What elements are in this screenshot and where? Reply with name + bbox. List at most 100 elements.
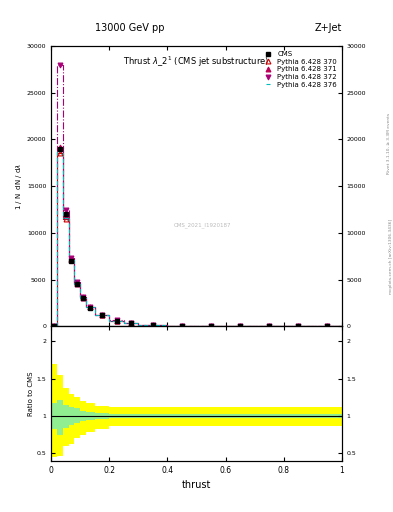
Pythia 6.428 376 — [51, 323, 56, 329]
CMS — [81, 295, 85, 302]
Pythia 6.428 372 — [57, 61, 62, 68]
Pythia 6.428 372 — [100, 311, 105, 317]
Pythia 6.428 370 — [151, 322, 155, 328]
Pythia 6.428 371 — [114, 317, 119, 324]
CMS — [209, 323, 213, 329]
CMS — [325, 323, 330, 329]
CMS — [57, 146, 62, 152]
Y-axis label: Ratio to CMS: Ratio to CMS — [28, 371, 34, 416]
Pythia 6.428 370 — [88, 304, 93, 310]
Legend: CMS, Pythia 6.428 370, Pythia 6.428 371, Pythia 6.428 372, Pythia 6.428 376: CMS, Pythia 6.428 370, Pythia 6.428 371,… — [258, 48, 340, 91]
Pythia 6.428 370 — [180, 323, 184, 329]
Pythia 6.428 371 — [209, 323, 213, 329]
Pythia 6.428 376 — [325, 323, 330, 329]
Y-axis label: 1 / $\mathrm{N}$  $\mathrm{d}\mathrm{N}$ / $\mathrm{d}\lambda$: 1 / $\mathrm{N}$ $\mathrm{d}\mathrm{N}$ … — [14, 162, 24, 210]
Pythia 6.428 372 — [180, 323, 184, 329]
Pythia 6.428 370 — [325, 323, 330, 329]
CMS — [180, 323, 184, 329]
Line: Pythia 6.428 370: Pythia 6.428 370 — [51, 151, 330, 329]
Pythia 6.428 371 — [81, 295, 85, 301]
Pythia 6.428 376 — [267, 323, 272, 329]
CMS — [151, 322, 155, 328]
Pythia 6.428 376 — [69, 257, 74, 263]
CMS — [100, 312, 105, 318]
Pythia 6.428 372 — [209, 323, 213, 329]
Text: Z+Jet: Z+Jet — [314, 23, 342, 33]
CMS — [114, 317, 119, 324]
Pythia 6.428 370 — [81, 294, 85, 301]
CMS — [69, 258, 74, 264]
CMS — [296, 323, 301, 329]
Pythia 6.428 370 — [75, 280, 80, 286]
Pythia 6.428 370 — [63, 216, 68, 222]
Pythia 6.428 372 — [51, 323, 56, 329]
Pythia 6.428 371 — [57, 144, 62, 150]
Line: CMS: CMS — [51, 146, 330, 329]
Pythia 6.428 376 — [88, 304, 93, 310]
Pythia 6.428 371 — [325, 323, 330, 329]
Pythia 6.428 371 — [88, 304, 93, 310]
Pythia 6.428 371 — [100, 312, 105, 318]
Pythia 6.428 376 — [114, 317, 119, 324]
X-axis label: thrust: thrust — [182, 480, 211, 490]
Pythia 6.428 370 — [238, 323, 242, 329]
Line: Pythia 6.428 371: Pythia 6.428 371 — [51, 144, 330, 329]
Pythia 6.428 371 — [238, 323, 242, 329]
Line: Pythia 6.428 376: Pythia 6.428 376 — [51, 148, 330, 329]
CMS — [88, 305, 93, 311]
Pythia 6.428 376 — [75, 281, 80, 287]
Pythia 6.428 372 — [129, 321, 134, 327]
Pythia 6.428 370 — [51, 323, 56, 329]
CMS — [129, 321, 134, 327]
Pythia 6.428 376 — [180, 323, 184, 329]
Pythia 6.428 376 — [209, 323, 213, 329]
CMS — [267, 323, 272, 329]
Pythia 6.428 376 — [151, 322, 155, 328]
Pythia 6.428 371 — [180, 323, 184, 329]
Pythia 6.428 370 — [209, 323, 213, 329]
Pythia 6.428 372 — [296, 323, 301, 329]
Pythia 6.428 376 — [57, 147, 62, 154]
CMS — [238, 323, 242, 329]
Pythia 6.428 370 — [100, 311, 105, 317]
Pythia 6.428 372 — [81, 294, 85, 301]
Pythia 6.428 370 — [57, 151, 62, 157]
Text: Thrust $\lambda\_2^1$ (CMS jet substructure): Thrust $\lambda\_2^1$ (CMS jet substruct… — [123, 54, 270, 69]
Pythia 6.428 371 — [267, 323, 272, 329]
Pythia 6.428 371 — [63, 213, 68, 219]
Pythia 6.428 372 — [151, 322, 155, 328]
Pythia 6.428 370 — [114, 317, 119, 324]
Pythia 6.428 370 — [129, 321, 134, 327]
Pythia 6.428 370 — [296, 323, 301, 329]
Text: mcplots.cern.ch [arXiv:1306.3436]: mcplots.cern.ch [arXiv:1306.3436] — [389, 219, 393, 293]
Pythia 6.428 372 — [63, 206, 68, 212]
Pythia 6.428 376 — [63, 215, 68, 221]
Text: 13000 GeV pp: 13000 GeV pp — [95, 23, 164, 33]
CMS — [75, 281, 80, 287]
Text: Rivet 3.1.10, ≥ 3.3M events: Rivet 3.1.10, ≥ 3.3M events — [387, 113, 391, 174]
Pythia 6.428 371 — [151, 322, 155, 328]
Pythia 6.428 371 — [51, 323, 56, 329]
Pythia 6.428 376 — [81, 294, 85, 301]
Pythia 6.428 372 — [267, 323, 272, 329]
Text: CMS_2021_I1920187: CMS_2021_I1920187 — [174, 223, 231, 228]
Pythia 6.428 376 — [100, 312, 105, 318]
Pythia 6.428 371 — [129, 321, 134, 327]
CMS — [63, 211, 68, 217]
Pythia 6.428 372 — [69, 255, 74, 261]
Pythia 6.428 370 — [69, 256, 74, 262]
CMS — [51, 323, 56, 329]
Pythia 6.428 372 — [75, 280, 80, 286]
Pythia 6.428 372 — [114, 317, 119, 324]
Pythia 6.428 376 — [296, 323, 301, 329]
Pythia 6.428 376 — [238, 323, 242, 329]
Pythia 6.428 372 — [238, 323, 242, 329]
Pythia 6.428 370 — [267, 323, 272, 329]
Pythia 6.428 371 — [69, 257, 74, 263]
Pythia 6.428 371 — [75, 281, 80, 287]
Pythia 6.428 372 — [88, 304, 93, 310]
Pythia 6.428 371 — [296, 323, 301, 329]
Line: Pythia 6.428 372: Pythia 6.428 372 — [51, 62, 330, 329]
Pythia 6.428 372 — [325, 323, 330, 329]
Pythia 6.428 376 — [129, 321, 134, 327]
